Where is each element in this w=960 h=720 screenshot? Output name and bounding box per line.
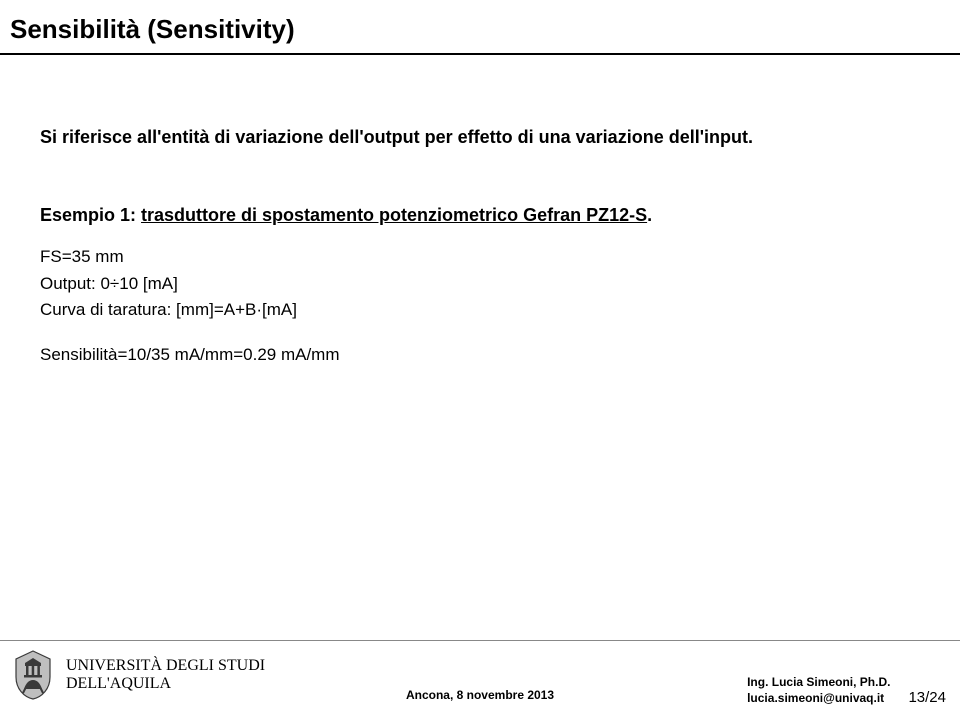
example-suffix: .: [647, 205, 652, 225]
footer-right: Ing. Lucia Simeoni, Ph.D. lucia.simeoni@…: [747, 674, 946, 706]
slide-title: Sensibilità (Sensitivity): [0, 0, 960, 53]
example-prefix: Esempio 1:: [40, 205, 141, 225]
footer-center: Ancona, 8 novembre 2013: [406, 688, 554, 702]
university-line2: DELL'AQUILA: [66, 675, 265, 693]
example-heading: Esempio 1: trasduttore di spostamento po…: [40, 203, 940, 227]
university-line1: UNIVERSITÀ DEGLI STUDI: [66, 657, 265, 675]
slide-content: Si riferisce all'entità di variazione de…: [0, 55, 960, 367]
example-line-fs: FS=35 mm: [40, 246, 940, 269]
intro-paragraph: Si riferisce all'entità di variazione de…: [40, 125, 940, 149]
university-name: UNIVERSITÀ DEGLI STUDI DELL'AQUILA: [66, 657, 265, 694]
example-underlined: trasduttore di spostamento potenziometri…: [141, 205, 647, 225]
university-logo-icon: [10, 649, 56, 701]
example-line-output: Output: 0÷10 [mA]: [40, 273, 940, 296]
author-email: lucia.simeoni@univaq.it: [747, 690, 890, 706]
author-name: Ing. Lucia Simeoni, Ph.D.: [747, 674, 890, 690]
footer-left: UNIVERSITÀ DEGLI STUDI DELL'AQUILA: [10, 649, 265, 701]
example-line-curve: Curva di taratura: [mm]=A+B·[mA]: [40, 299, 940, 322]
sensitivity-line: Sensibilità=10/35 mA/mm=0.29 mA/mm: [40, 344, 940, 367]
slide-footer: UNIVERSITÀ DEGLI STUDI DELL'AQUILA Ancon…: [0, 640, 960, 720]
page-number: 13/24: [908, 689, 946, 706]
author-block: Ing. Lucia Simeoni, Ph.D. lucia.simeoni@…: [747, 674, 890, 706]
example-lines: FS=35 mm Output: 0÷10 [mA] Curva di tara…: [40, 246, 940, 323]
